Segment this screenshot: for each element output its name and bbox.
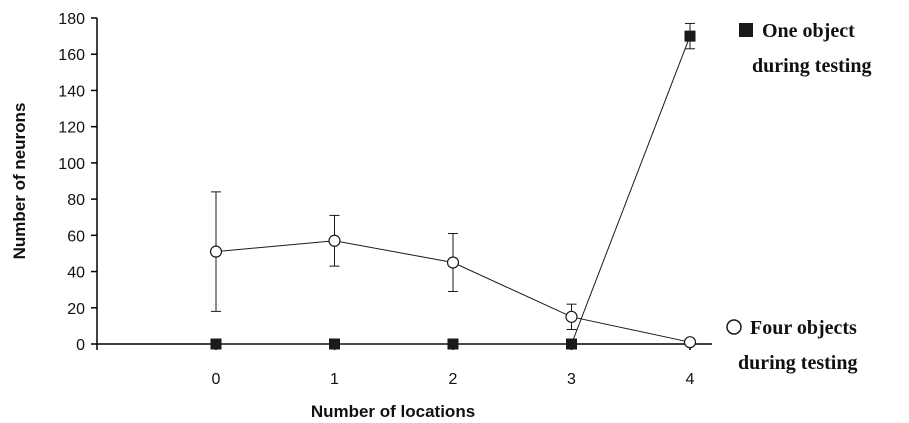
x-tick-label: 2	[449, 371, 458, 388]
y-tick-label: 160	[58, 47, 85, 64]
data-point	[328, 234, 341, 247]
data-point	[446, 256, 460, 269]
data-point	[683, 336, 697, 349]
y-tick-label: 140	[58, 83, 85, 100]
legend-label-line-1: One object	[762, 20, 855, 42]
series-one-object	[210, 22, 696, 350]
legend-label-line-1: Four objects	[750, 317, 857, 339]
data-point	[565, 310, 578, 323]
x-tick-label: 4	[686, 371, 695, 388]
legend-marker-filled-square	[739, 23, 753, 37]
y-tick-label: 60	[67, 228, 85, 245]
series-four-objects	[209, 191, 697, 349]
x-tick-label: 0	[212, 371, 221, 388]
y-tick-label: 80	[67, 192, 85, 209]
y-tick-label: 20	[67, 301, 85, 318]
y-tick-label: 100	[58, 156, 85, 173]
x-axis-ticks: 0 1 2 3 4	[96, 344, 695, 388]
legend-one-object: One object during testing	[739, 20, 871, 77]
y-tick-label: 0	[76, 337, 85, 354]
legend-label-line-2: during testing	[752, 55, 871, 77]
data-point	[209, 245, 223, 258]
data-point	[684, 30, 696, 42]
x-axis-title: Number of locations	[311, 402, 475, 421]
y-tick-label: 120	[58, 120, 85, 137]
y-axis-title: Number of neurons	[10, 103, 29, 260]
x-tick-label: 3	[567, 371, 576, 388]
data-point	[566, 338, 577, 350]
y-tick-label: 180	[58, 11, 85, 28]
data-point	[447, 338, 459, 350]
x-tick-label: 1	[330, 371, 339, 388]
legend-marker-open-circle	[726, 319, 742, 335]
data-point	[210, 338, 222, 350]
plot-area	[209, 22, 697, 350]
series-line	[216, 35, 691, 345]
y-axis-ticks: 0 20 40 60 80 100 120 140 160 180	[58, 11, 97, 354]
y-tick-label: 40	[67, 265, 85, 282]
legend-label-line-2: during testing	[738, 352, 857, 374]
legend-four-objects: Four objects during testing	[726, 317, 857, 374]
data-point	[329, 338, 340, 350]
